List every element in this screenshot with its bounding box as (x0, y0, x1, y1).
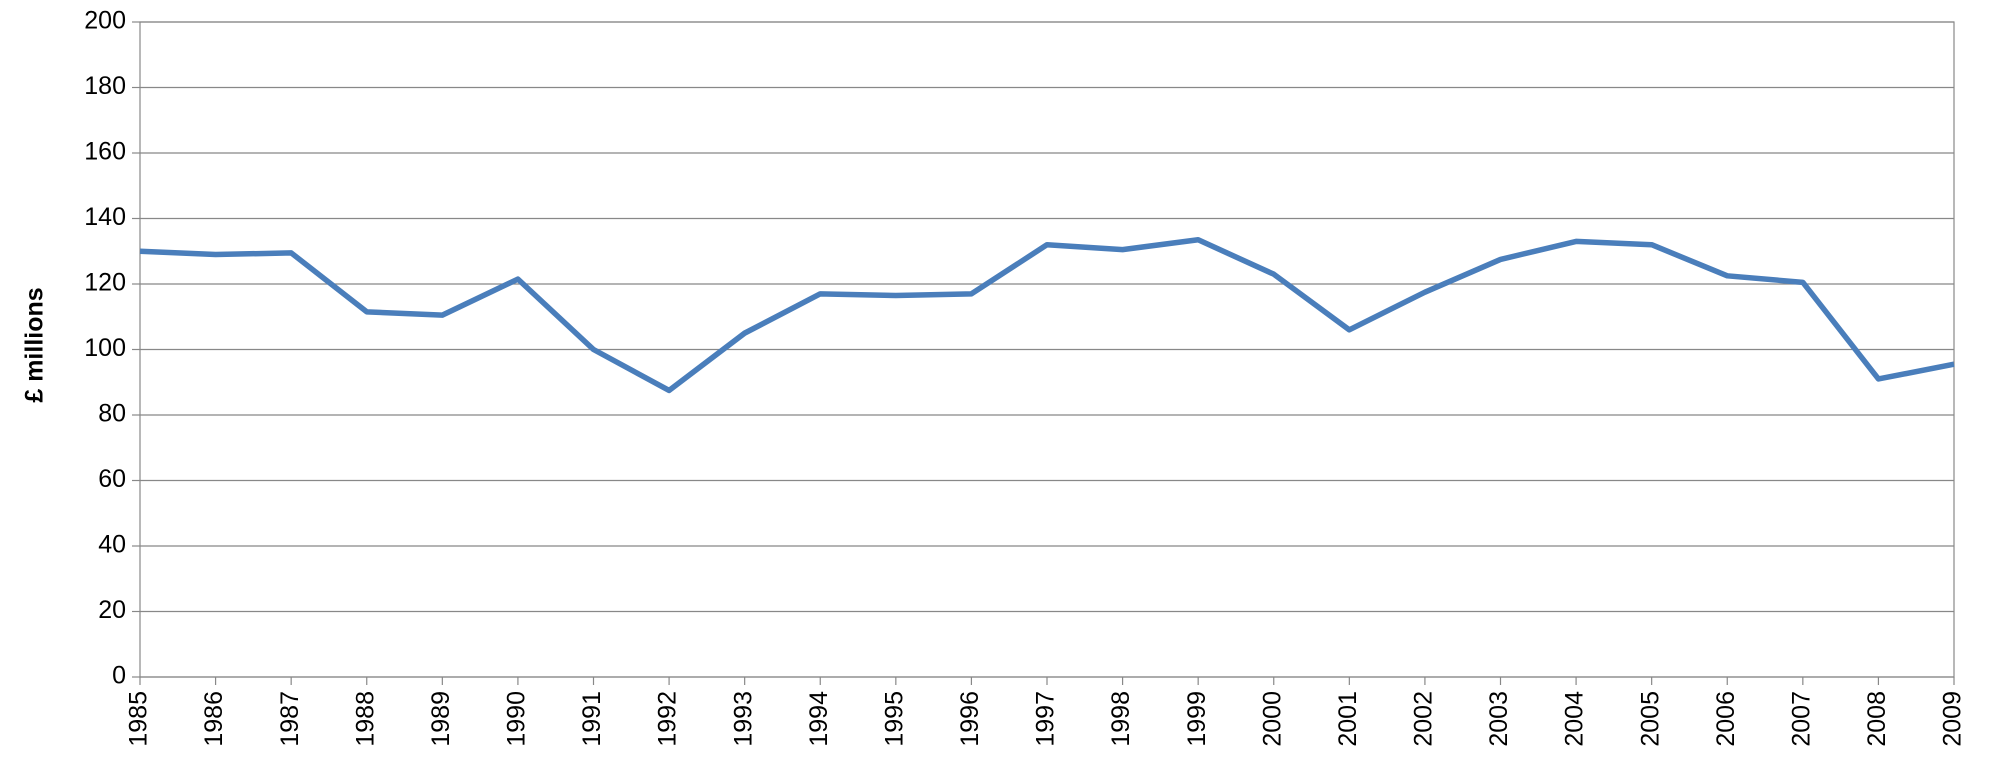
x-tick-label: 1998 (1107, 691, 1135, 747)
x-tick-label: 2003 (1485, 691, 1513, 747)
x-tick-label: 2004 (1561, 691, 1589, 747)
line-series (139, 237, 1955, 394)
x-tick-label: 2006 (1712, 691, 1740, 747)
x-tick-label: 1991 (578, 691, 606, 747)
x-tick-label: 2000 (1258, 691, 1286, 747)
x-tick-label: 2001 (1334, 691, 1362, 747)
x-tick-label: 1994 (805, 691, 833, 747)
y-tick-label: 160 (84, 138, 126, 166)
x-tick-label: 2009 (1939, 691, 1967, 747)
y-tick-label: 200 (84, 7, 126, 35)
x-tick-label: 1996 (956, 691, 984, 747)
x-tick-label: 2007 (1787, 691, 1815, 747)
x-tick-label: 1999 (1183, 691, 1211, 747)
y-tick-label: 0 (112, 662, 126, 690)
x-tick-label: 1992 (654, 691, 682, 747)
x-tick-label: 1990 (503, 691, 531, 747)
x-tick-label: 1987 (276, 691, 304, 747)
x-tick-label: 2008 (1863, 691, 1891, 747)
x-tick-label: 1993 (729, 691, 757, 747)
y-tick-label: 140 (84, 203, 126, 231)
y-tick-label: 60 (98, 465, 126, 493)
y-tick-label: 40 (98, 531, 126, 559)
x-tick-label: 1986 (200, 691, 228, 747)
y-tick-label: 20 (98, 596, 126, 624)
x-tick-label: 2005 (1636, 691, 1664, 747)
y-tick-label: 80 (98, 400, 126, 428)
y-tick-label: 120 (84, 269, 126, 297)
y-tick-label: 180 (84, 72, 126, 100)
x-tick-label: 2002 (1410, 691, 1438, 747)
x-tick-label: 1989 (427, 691, 455, 747)
y-tick-label: 100 (84, 334, 126, 362)
x-tick-label: 1997 (1032, 691, 1060, 747)
x-tick-label: 1985 (125, 691, 153, 747)
x-tick-label: 1988 (351, 691, 379, 747)
y-axis-label: £ millions (21, 287, 49, 402)
x-tick-label: 1995 (880, 691, 908, 747)
